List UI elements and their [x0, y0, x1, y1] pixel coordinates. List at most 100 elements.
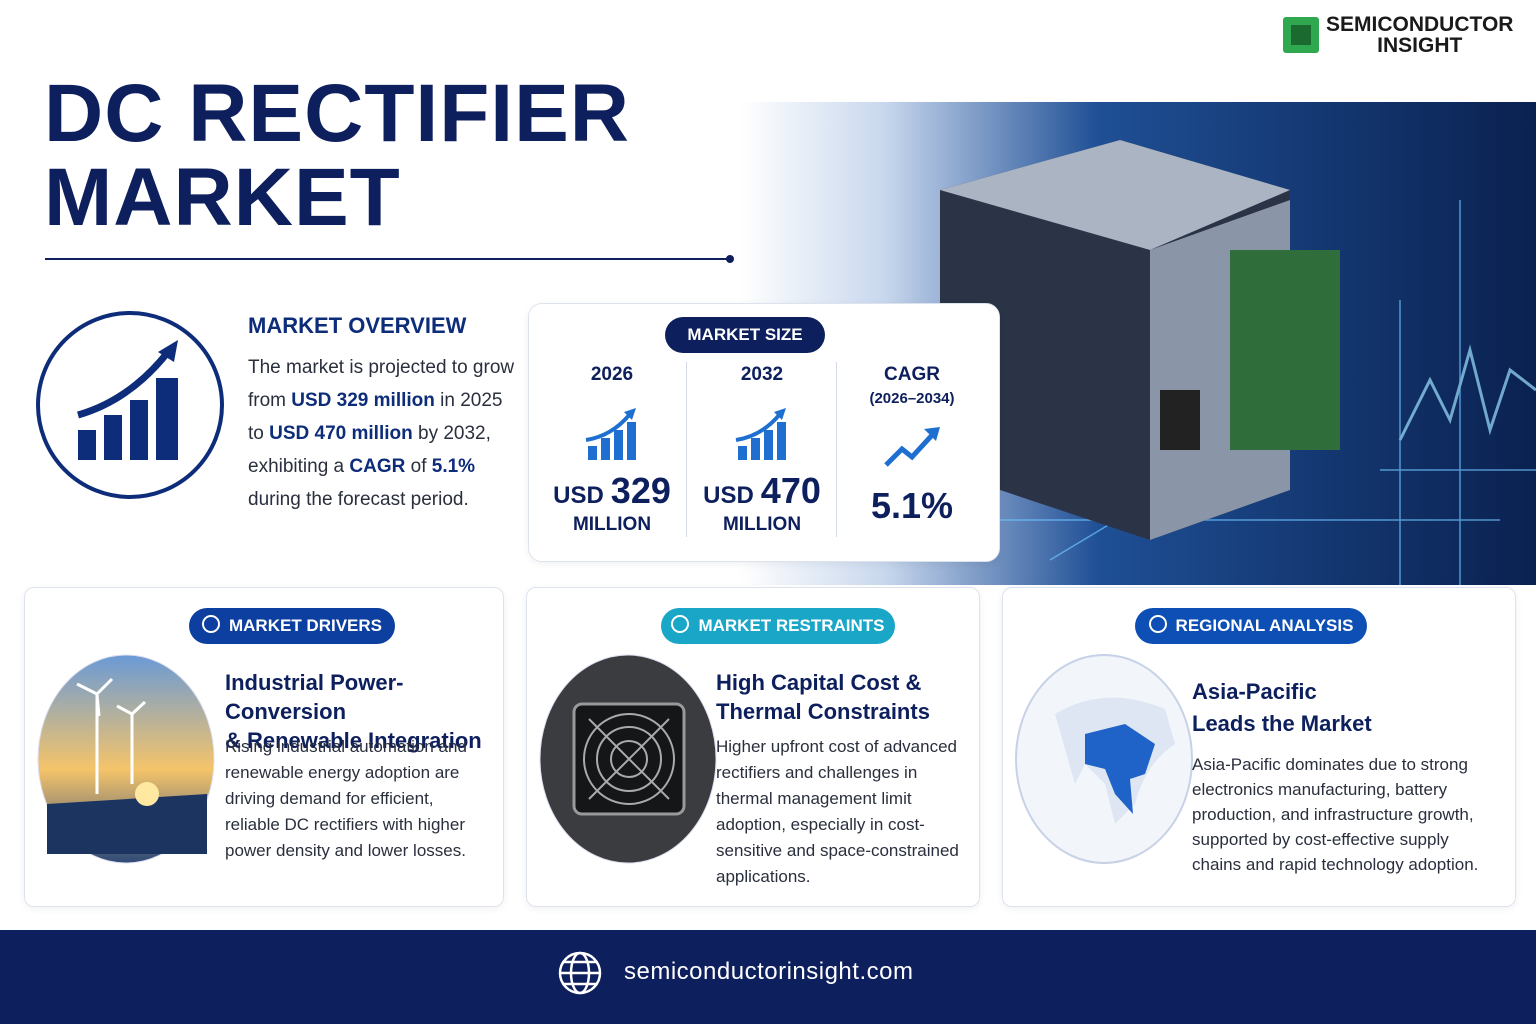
- value-unit: MILLION: [722, 514, 802, 535]
- rectifier-device: [940, 140, 1340, 540]
- badge-text: MARKET RESTRAINTS: [698, 616, 885, 635]
- text-segment: to: [248, 423, 270, 444]
- card-badge: MARKET RESTRAINTS: [661, 608, 895, 644]
- text-segment: 5.1%: [431, 456, 476, 477]
- body-line: Higher upfront cost of advanced: [716, 737, 957, 756]
- market-size-badge: MARKET SIZE: [665, 317, 825, 353]
- column-value: USD 470: [687, 470, 837, 512]
- title-line: DC RECTIFIER: [44, 68, 630, 159]
- card-image: [1015, 654, 1193, 864]
- card-heading: Industrial Power-Conversion & Renewable I…: [225, 668, 503, 755]
- card-heading: High Capital Cost & Thermal Constraints: [716, 668, 930, 726]
- card-heading: Asia-Pacific Leads the Market: [1192, 676, 1372, 740]
- icon-wrap: [837, 421, 987, 477]
- overview-line: during the forecast period.: [248, 483, 514, 516]
- title-line: MARKET: [44, 152, 401, 243]
- heading-line: Leads the Market: [1192, 711, 1372, 736]
- body-line: power density and lower losses.: [225, 841, 466, 860]
- column-value: 5.1%: [837, 485, 987, 527]
- card-body: Asia-Pacific dominates due to strong elec…: [1192, 752, 1478, 877]
- divider: [686, 362, 687, 537]
- heading-line: Thermal Constraints: [716, 699, 930, 724]
- footer-bar: [0, 930, 1536, 1024]
- heading-line: & Renewable Integration: [225, 728, 482, 753]
- body-line: driving demand for efficient,: [225, 789, 434, 808]
- body-line: chains and rapid technology adoption.: [1192, 855, 1479, 874]
- card-badge: MARKET DRIVERS: [189, 608, 395, 644]
- body-line: adoption, especially in cost-: [716, 815, 925, 834]
- text-segment: CAGR: [349, 456, 406, 477]
- icon-wrap: [687, 406, 837, 462]
- badge-icon: [201, 615, 220, 633]
- text-segment: from: [248, 390, 292, 411]
- text-segment: in 2025: [434, 390, 503, 411]
- text-segment: The market is projected to grow: [248, 357, 515, 378]
- body-line: sensitive and space-constrained: [716, 841, 959, 860]
- overview-heading: MARKET OVERVIEW: [248, 313, 467, 338]
- column-label: 2026: [590, 364, 634, 385]
- market-size-column: 2032 USD 470 MILLION: [687, 362, 837, 536]
- value-prefix: USD: [703, 482, 754, 509]
- value-unit: MILLION: [572, 514, 652, 535]
- logo-text: SEMICONDUCTOR INSIGHT: [1326, 14, 1513, 56]
- column-label: CAGR: [884, 364, 940, 385]
- body-line: applications.: [716, 867, 811, 886]
- market-size-column: 2026 USD 329 MILLION: [537, 362, 687, 536]
- heading-line: Asia-Pacific: [1192, 679, 1317, 704]
- text-segment: USD 470 million: [269, 423, 413, 444]
- value-number: 470: [760, 470, 821, 511]
- body-line: electronics manufacturing, battery: [1192, 780, 1448, 799]
- info-card: MARKET RESTRAINTS High Capital Cost & Ther…: [526, 587, 980, 907]
- text-segment: during the forecast period.: [248, 489, 469, 510]
- card-body: Rising industrial automation and renewabl…: [225, 734, 467, 864]
- market-size-column: CAGR (2026–2034) 5.1%: [837, 362, 987, 527]
- badge-icon: [671, 615, 690, 633]
- badge-text: MARKET DRIVERS: [228, 616, 382, 635]
- logo-line: INSIGHT: [1377, 34, 1463, 57]
- info-card: REGIONAL ANALYSIS Asia-Pacific Leads the M…: [1002, 587, 1516, 907]
- card-badge: REGIONAL ANALYSIS: [1135, 608, 1367, 644]
- text-segment: exhibiting a: [248, 456, 350, 477]
- body-line: production, and infrastructure growth,: [1192, 805, 1474, 824]
- badge-text: REGIONAL ANALYSIS: [1175, 616, 1354, 635]
- heading-line: Industrial Power-Conversion: [225, 670, 404, 724]
- value-number: 329: [610, 470, 671, 511]
- card-image: [37, 654, 215, 864]
- trend-icon: [735, 408, 786, 460]
- column-sublabel: (2026–2034): [869, 390, 955, 407]
- title: DC RECTIFIER MARKET: [44, 72, 630, 240]
- body-line: rectifiers and challenges in: [716, 763, 918, 782]
- overview-line: exhibiting a CAGR of 5.1%: [248, 450, 514, 483]
- globe-icon: [558, 951, 602, 995]
- body-line: renewable energy adoption are: [225, 763, 460, 782]
- overview-line: The market is projected to grow: [248, 351, 514, 384]
- column-value: USD 329: [537, 470, 687, 512]
- icon-wrap: [537, 406, 687, 462]
- body-line: thermal management limit: [716, 789, 912, 808]
- divider: [836, 362, 837, 537]
- text-segment: of: [405, 456, 432, 477]
- card-image: [539, 654, 717, 864]
- text-segment: by 2032,: [412, 423, 491, 444]
- footer-url: semiconductorinsight.com: [624, 958, 914, 985]
- market-size-card: MARKET SIZE 2026 USD 329 MILLION 2032 USD 470 M…: [528, 303, 1000, 562]
- text-segment: USD 329 million: [291, 390, 435, 411]
- overview-line: from USD 329 million in 2025: [248, 384, 514, 417]
- logo-line: SEMICONDUCTOR: [1326, 13, 1514, 36]
- body-line: reliable DC rectifiers with higher: [225, 815, 465, 834]
- trend-icon: [585, 408, 636, 460]
- value-number: 5.1%: [870, 485, 954, 526]
- column-label: 2032: [740, 364, 784, 385]
- overview-line: to USD 470 million by 2032,: [248, 417, 514, 450]
- body-line: supported by cost-effective supply: [1192, 830, 1449, 849]
- value-prefix: USD: [553, 482, 604, 509]
- overview-text: The market is projected to grow from USD …: [248, 351, 514, 516]
- rule-dot: [726, 255, 734, 263]
- trend-icon: [884, 427, 940, 467]
- body-line: Rising industrial automation and: [225, 737, 467, 756]
- body-line: Asia-Pacific dominates due to strong: [1192, 755, 1468, 774]
- badge-icon: [1148, 615, 1167, 633]
- card-body: Higher upfront cost of advanced rectifier…: [716, 734, 959, 890]
- heading-line: High Capital Cost &: [716, 670, 922, 695]
